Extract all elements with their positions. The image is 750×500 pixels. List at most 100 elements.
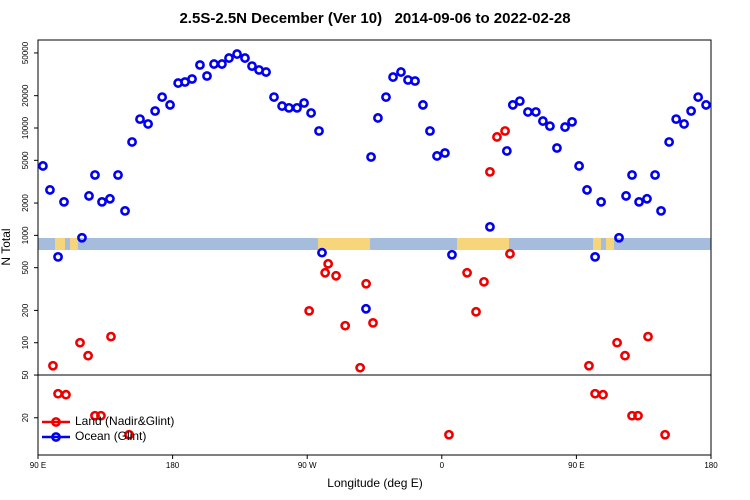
point: [105, 193, 115, 204]
point: [314, 126, 324, 136]
y-tick-label: 10000: [21, 116, 30, 139]
point: [45, 185, 55, 195]
plot-frame: [37, 39, 712, 456]
point: [304, 305, 315, 316]
point: [381, 92, 391, 102]
point: [485, 166, 495, 177]
point: [671, 114, 682, 125]
point: [523, 107, 533, 117]
point: [284, 102, 294, 113]
point: [331, 270, 341, 281]
point: [77, 232, 87, 243]
point: [361, 303, 371, 314]
y-tick-label: 500: [21, 260, 30, 274]
x-tick-label: 180: [704, 461, 718, 470]
point: [444, 429, 454, 440]
point: [574, 161, 584, 171]
point: [500, 126, 510, 136]
legend-marker: [51, 432, 61, 442]
point: [693, 92, 704, 102]
point: [679, 119, 689, 129]
y-tick-label: 1000: [21, 226, 30, 244]
land-mask: [38, 238, 711, 250]
legend-label: Land (Nadir&Glint): [75, 414, 174, 428]
point: [643, 331, 653, 342]
point: [165, 100, 175, 110]
point: [96, 410, 106, 421]
point: [545, 121, 555, 132]
point: [664, 137, 675, 147]
point: [614, 232, 624, 243]
point: [501, 146, 512, 156]
point: [479, 276, 489, 287]
point: [150, 106, 161, 116]
point: [634, 196, 644, 207]
point: [590, 388, 600, 399]
point: [38, 161, 48, 171]
point: [590, 252, 600, 262]
point: [292, 102, 302, 113]
point: [621, 191, 631, 201]
point: [537, 116, 548, 126]
point: [584, 360, 594, 371]
point: [143, 119, 153, 129]
point: [567, 116, 577, 127]
y-axis-label: N Total: [0, 228, 13, 265]
y-tick-label: 100: [21, 336, 30, 350]
point: [202, 71, 212, 81]
point: [97, 196, 107, 207]
point: [84, 191, 94, 201]
point: [59, 196, 69, 207]
point: [660, 429, 670, 440]
point: [157, 92, 168, 102]
point: [261, 67, 271, 77]
point: [507, 100, 518, 110]
y-tick-label: 50000: [21, 41, 30, 64]
point: [440, 148, 450, 158]
point: [187, 74, 197, 84]
point: [686, 106, 697, 116]
point: [217, 59, 227, 69]
chart-title: 2.5S-2.5N December (Ver 10) 2014-09-06 t…: [179, 10, 570, 27]
point: [124, 429, 134, 440]
point: [320, 267, 331, 278]
point: [323, 258, 334, 269]
x-tick-label: 90 W: [298, 461, 317, 470]
point: [432, 151, 442, 161]
point: [366, 152, 376, 162]
point: [355, 362, 366, 373]
point: [701, 100, 711, 110]
point: [633, 410, 643, 421]
point: [418, 100, 428, 110]
x-tick-label: 90 E: [568, 461, 584, 470]
point: [135, 114, 145, 125]
point: [240, 53, 250, 63]
point: [471, 306, 481, 317]
point: [90, 170, 100, 180]
y-tick-label: 5000: [21, 151, 30, 169]
point: [61, 389, 71, 400]
point: [317, 247, 327, 258]
point: [368, 317, 378, 328]
point: [106, 331, 116, 342]
y-tick-label: 50: [21, 370, 30, 379]
point: [224, 53, 234, 63]
point: [462, 267, 472, 278]
point: [48, 360, 58, 371]
point: [642, 193, 652, 204]
point: [425, 126, 435, 136]
point: [492, 132, 502, 142]
point: [447, 249, 457, 260]
x-tick-label: 0: [440, 461, 445, 470]
point: [195, 60, 205, 70]
legend-label: Ocean (Glint): [75, 429, 146, 443]
point: [269, 92, 279, 102]
point: [306, 108, 316, 118]
point: [83, 350, 94, 361]
x-tick-label: 180: [166, 461, 180, 470]
point: [53, 252, 63, 262]
point: [505, 248, 515, 259]
point: [396, 67, 406, 77]
point: [53, 388, 63, 399]
